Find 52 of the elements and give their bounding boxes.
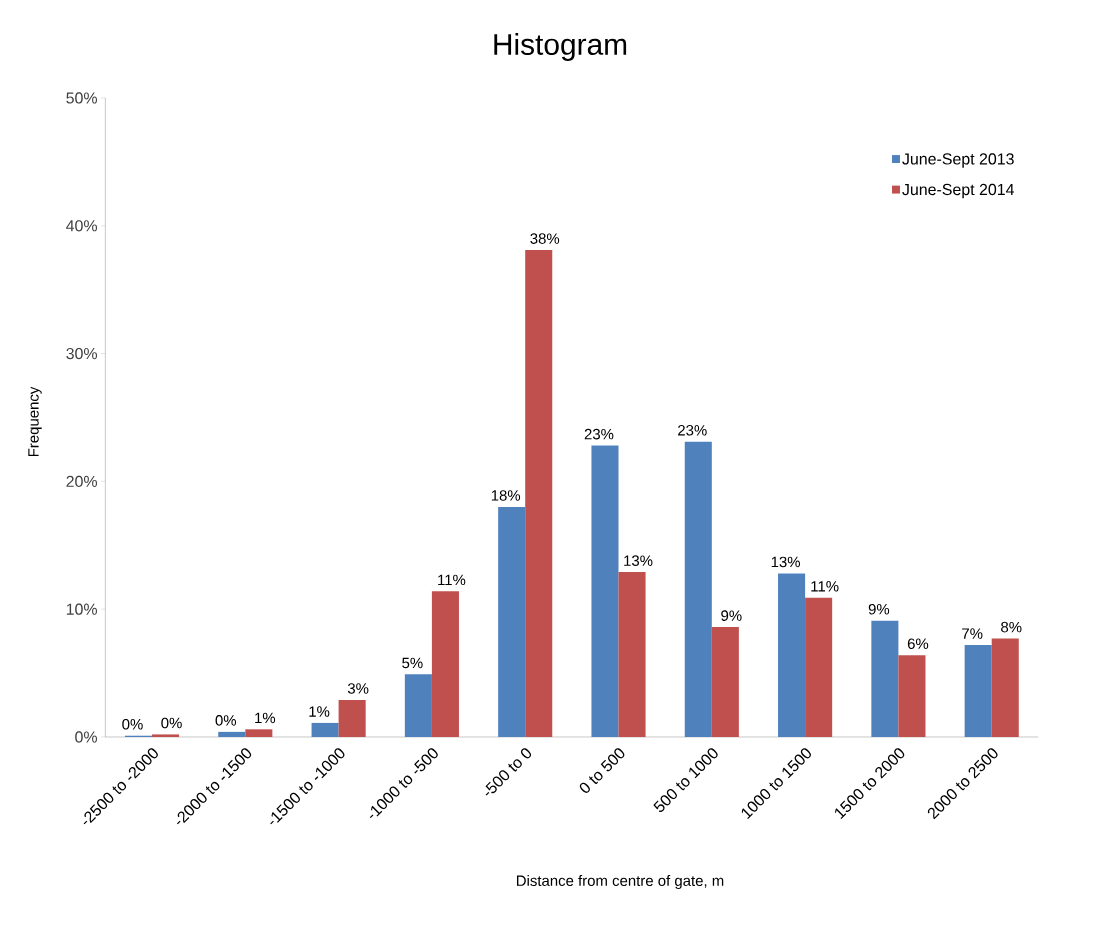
bar (805, 597, 833, 737)
y-tick-label: 20% (66, 475, 98, 488)
bar (711, 627, 739, 737)
y-tick-label: 50% (66, 92, 98, 104)
data-label: 7% (962, 628, 983, 639)
data-label: 9% (721, 610, 742, 621)
bar (591, 445, 619, 737)
data-label: 13% (771, 556, 800, 568)
y-tick-label: 40% (66, 220, 98, 232)
data-label: 0% (122, 718, 143, 730)
x-axis-title: Distance from centre of gate, m (516, 875, 724, 889)
data-label: 11% (811, 581, 839, 592)
bar (311, 722, 339, 737)
data-label: 38% (530, 233, 560, 244)
bar (964, 644, 992, 737)
y-tick-label: 30% (66, 347, 98, 360)
y-tick-label: 10% (66, 603, 98, 615)
data-label: 0% (215, 715, 237, 726)
bar (871, 620, 899, 737)
x-tick-label: -500 to 0 (485, 748, 532, 796)
legend-label: June-Sept 2014 (902, 183, 1015, 199)
bar (991, 638, 1019, 737)
y-axis-title: Frequency (28, 386, 42, 457)
data-label: 18% (491, 490, 521, 501)
data-label: 1% (255, 712, 276, 724)
data-label: 11% (438, 574, 466, 586)
bar (618, 572, 646, 737)
bar (404, 674, 432, 737)
data-label: 5% (402, 657, 423, 669)
data-label: 0% (161, 717, 182, 729)
bar (898, 655, 926, 737)
data-label: 9% (868, 603, 890, 615)
bar (778, 573, 806, 737)
chart-title: Histogram (494, 33, 627, 61)
bar (498, 506, 526, 737)
bar (525, 250, 553, 737)
x-tick-label: 0 to 500 (579, 748, 625, 793)
data-label: 3% (347, 683, 369, 694)
data-label: 13% (624, 555, 653, 566)
data-label: 8% (1001, 621, 1022, 633)
bar (218, 731, 246, 737)
bar (431, 591, 459, 737)
data-label: 1% (309, 706, 330, 717)
legend-label: June-Sept 2013 (902, 153, 1014, 168)
data-label: 6% (907, 638, 929, 650)
data-label: 23% (584, 428, 614, 440)
bar (152, 734, 180, 737)
y-tick-label: 0% (75, 731, 98, 743)
bar (245, 729, 273, 737)
data-label: 23% (678, 425, 707, 436)
bar (684, 441, 712, 737)
bar (338, 699, 366, 737)
